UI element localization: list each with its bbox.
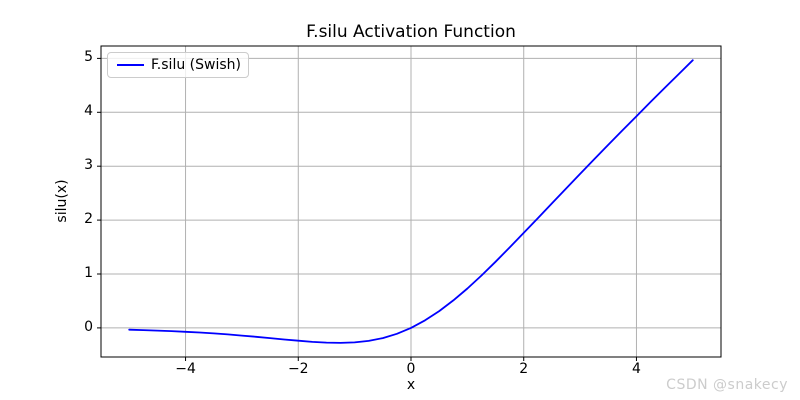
chart-title: F.silu Activation Function	[306, 22, 516, 42]
y-tick-label: 4	[84, 103, 93, 120]
series-line	[128, 59, 694, 344]
x-tick-label: 0	[406, 361, 416, 377]
watermark: CSDN @snakecy	[666, 377, 788, 393]
y-tick-label: 0	[84, 318, 93, 335]
legend: F.silu (Swish)	[107, 52, 249, 78]
x-tick-label: 4	[631, 361, 641, 377]
y-tick-label: 5	[84, 49, 93, 66]
y-tick-label: 3	[84, 157, 93, 174]
y-tick-label: 2	[84, 211, 93, 228]
x-tick-label: −2	[287, 361, 309, 377]
legend-label: F.silu (Swish)	[151, 57, 241, 73]
legend-line-sample	[117, 64, 144, 66]
x-tick-label: 2	[519, 361, 529, 377]
x-tick-label: −4	[175, 361, 196, 377]
x-axis-label: x	[406, 377, 416, 393]
y-tick-label: 1	[84, 264, 93, 281]
